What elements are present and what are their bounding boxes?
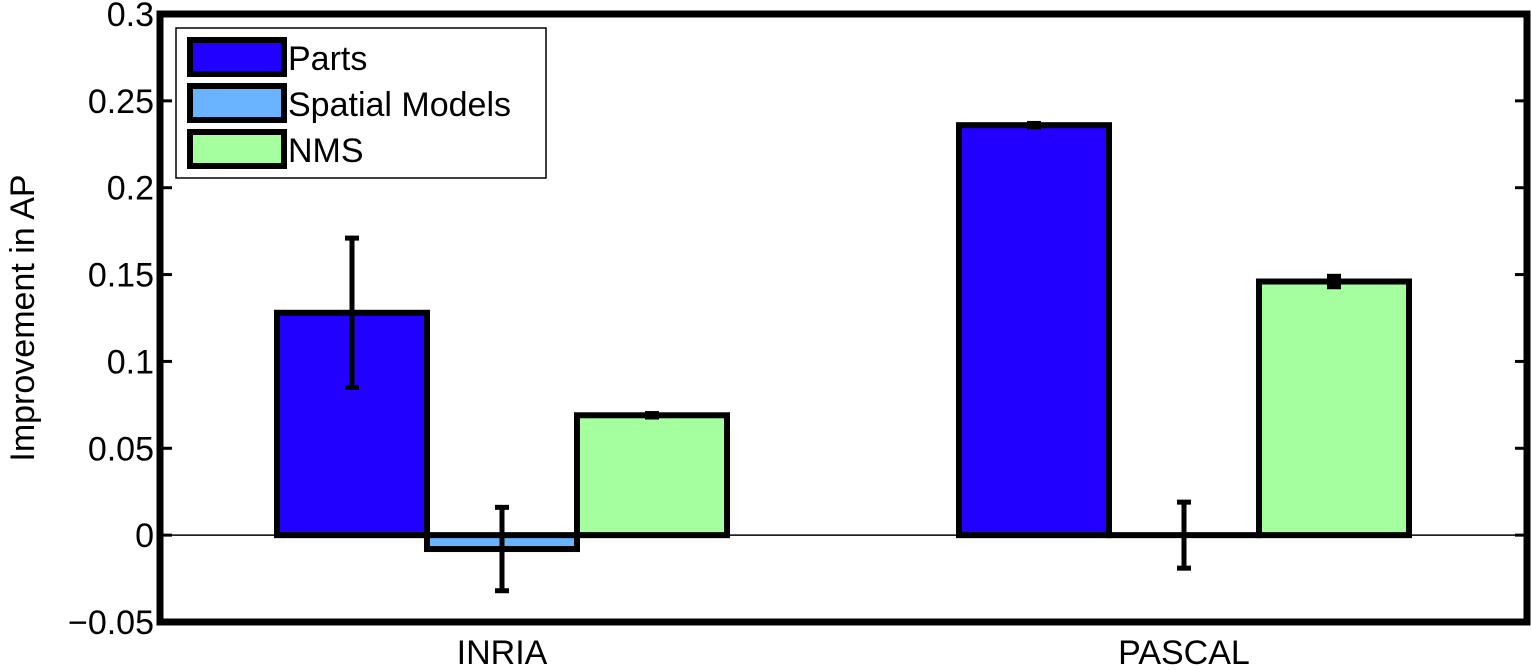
legend-swatch (187, 83, 287, 123)
bar-nms-pascal (1256, 278, 1412, 539)
bar-nms-inria (574, 412, 730, 539)
legend-label: Spatial Models (288, 86, 511, 124)
bars-layer (274, 122, 1412, 553)
x-tick-label: PASCAL (1118, 634, 1250, 670)
plot-frame (156, 10, 1531, 626)
legend-swatch (187, 129, 287, 169)
y-tick-label: 0.05 (88, 430, 154, 468)
y-tick-label: 0.25 (88, 83, 154, 121)
y-tick-label: 0.3 (107, 0, 154, 34)
y-tick-label: 0 (135, 517, 154, 555)
legend-label: Parts (288, 40, 367, 78)
y-tick-label: 0.15 (88, 257, 154, 295)
legend-label: NMS (288, 132, 364, 170)
y-axis-label: Improvement in AP (4, 174, 42, 461)
bar-parts-pascal (956, 122, 1112, 539)
x-tick-label: INRIA (457, 634, 548, 670)
y-tick-label: −0.05 (68, 604, 154, 642)
y-tick-label: 0.2 (107, 170, 154, 208)
legend: Parts Spatial Models NMS (175, 27, 547, 179)
legend-swatch (187, 37, 287, 77)
y-tick-label: 0.1 (107, 343, 154, 381)
error-bars-layer (345, 120, 1341, 594)
axes-layer: −0.05 0 0.05 0.1 0.15 0.2 0.25 0.3 INRIA PASCAL (68, 0, 1531, 670)
